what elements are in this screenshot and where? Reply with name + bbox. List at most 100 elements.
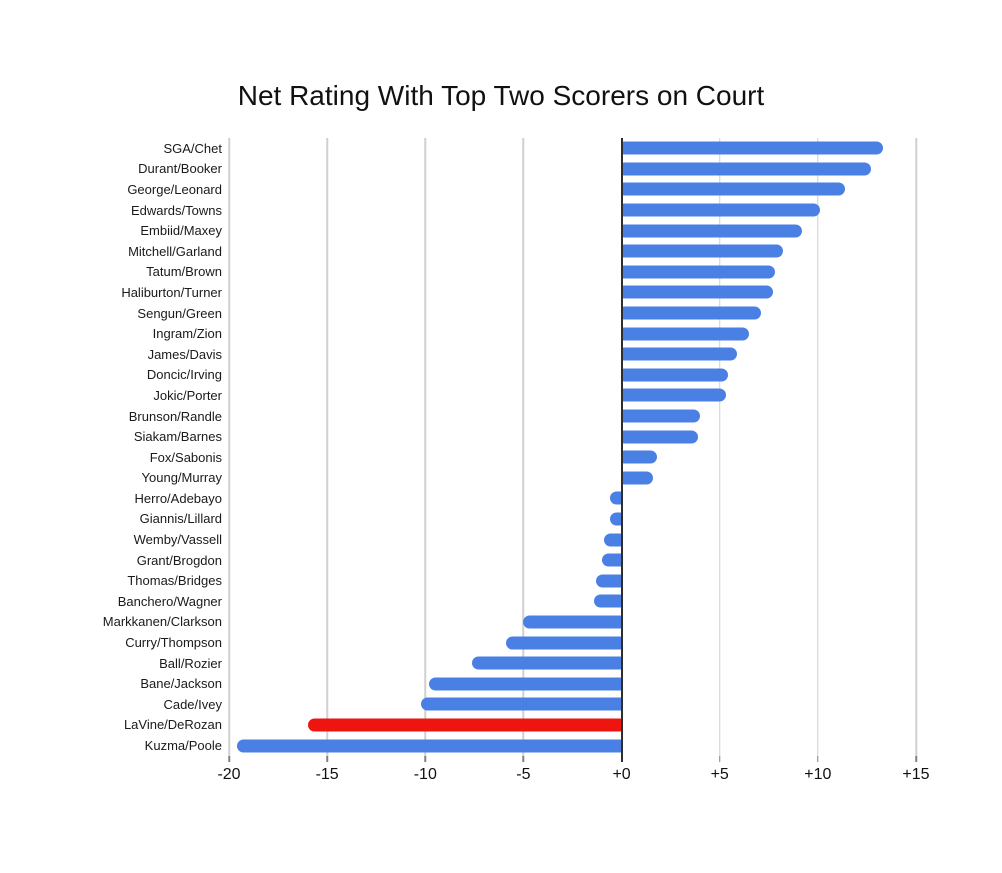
bar	[621, 285, 773, 299]
y-axis-label: Doncic/Irving	[146, 367, 222, 383]
bar	[621, 306, 761, 320]
bar	[472, 656, 622, 670]
y-axis-label: Herro/Adebayo	[134, 490, 222, 506]
y-axis-label: Tatum/Brown	[146, 264, 222, 280]
bar	[609, 512, 622, 526]
x-axis-tick	[228, 756, 230, 762]
bar-row	[229, 509, 916, 530]
gridline	[522, 138, 525, 756]
bar-row	[229, 323, 916, 344]
y-axis-label: James/Davis	[147, 346, 222, 362]
x-axis-tick-label: +10	[804, 766, 832, 783]
bar-row	[229, 138, 916, 159]
bar	[621, 265, 775, 279]
bar	[621, 430, 699, 444]
bar-row	[229, 570, 916, 591]
y-axis-label: Fox/Sabonis	[149, 449, 222, 465]
bar	[621, 162, 871, 176]
gridline	[915, 138, 917, 756]
bar	[621, 224, 803, 238]
bar-row	[229, 365, 916, 386]
x-axis-tick-label: -10	[413, 766, 437, 783]
bar-row	[229, 591, 916, 612]
y-axis-label: Markkanen/Clarkson	[102, 614, 222, 630]
bar	[594, 594, 622, 608]
bar	[621, 182, 846, 196]
y-axis-label: LaVine/DeRozan	[123, 717, 222, 733]
bar-highlighted	[307, 718, 622, 732]
bars-container	[229, 138, 916, 756]
bar	[621, 368, 728, 382]
y-axis-label: Ball/Rozier	[159, 655, 222, 671]
gridline	[424, 138, 427, 756]
x-axis-tick	[817, 756, 819, 762]
x-axis-tick-label: +0	[612, 766, 631, 783]
gridline	[326, 138, 328, 756]
x-axis-tick-label: -20	[217, 766, 241, 783]
y-axis-label: Bane/Jackson	[140, 676, 222, 692]
y-axis-labels: SGA/Chet Durant/Booker George/Leonard Edwar…	[0, 138, 222, 756]
bar-row	[229, 179, 916, 200]
bar-row	[229, 406, 916, 427]
y-axis-label: Sengun/Green	[137, 305, 222, 321]
gridline	[228, 138, 230, 756]
bar-row	[229, 653, 916, 674]
bar-row	[229, 200, 916, 221]
bar-row	[229, 488, 916, 509]
bar-row	[229, 303, 916, 324]
x-axis-tick	[522, 756, 525, 762]
x-axis: -20 -15 -10 -5 +0 +5 +10 +15	[217, 756, 930, 798]
bar	[621, 347, 738, 361]
y-axis-label: Giannis/Lillard	[139, 511, 222, 527]
y-axis-label: Kuzma/Poole	[144, 738, 222, 754]
bar	[621, 450, 657, 464]
y-axis-label: Thomas/Bridges	[127, 573, 222, 589]
bar-row	[229, 344, 916, 365]
x-axis-tick-label: +5	[710, 766, 729, 783]
y-axis-label: Cade/Ivey	[163, 696, 222, 712]
y-axis-label: Durant/Booker	[138, 161, 222, 177]
bar	[621, 244, 783, 258]
bar	[505, 636, 622, 650]
bar	[429, 677, 622, 691]
plot-area	[228, 138, 917, 756]
bar	[421, 697, 622, 711]
bar	[621, 203, 820, 217]
bar	[621, 409, 701, 423]
gridline	[817, 138, 819, 756]
bar-row	[229, 385, 916, 406]
y-axis-label: SGA/Chet	[163, 140, 222, 156]
x-axis-tick	[915, 756, 917, 762]
bar-row	[229, 735, 916, 756]
y-axis-label: Brunson/Randle	[128, 408, 222, 424]
y-axis-label: Jokic/Porter	[153, 387, 222, 403]
bar-row	[229, 262, 916, 283]
bar	[609, 491, 622, 505]
x-axis-tick-label: -15	[315, 766, 339, 783]
bar-row	[229, 159, 916, 180]
bar	[236, 739, 622, 753]
bar	[603, 533, 622, 547]
bar	[523, 615, 622, 629]
x-axis-tick-label: +15	[902, 766, 930, 783]
gridline	[718, 138, 721, 756]
bar	[621, 327, 750, 341]
y-axis-label: Edwards/Towns	[130, 202, 222, 218]
bar	[621, 471, 653, 485]
bar-row	[229, 529, 916, 550]
y-axis-label: Curry/Thompson	[125, 635, 222, 651]
y-axis-label: Siakam/Barnes	[133, 429, 222, 445]
y-axis-label: Wemby/Vassell	[133, 532, 222, 548]
bar-row	[229, 550, 916, 571]
bar	[621, 141, 883, 155]
x-axis-tick	[718, 756, 721, 762]
bar-row	[229, 715, 916, 736]
y-axis-label: George/Leonard	[127, 181, 222, 197]
x-axis-tick	[620, 756, 623, 762]
y-axis-label: Haliburton/Turner	[121, 284, 222, 300]
y-axis-label: Mitchell/Garland	[128, 243, 222, 259]
bar	[621, 388, 726, 402]
bar-row	[229, 632, 916, 653]
y-axis-label: Grant/Brogdon	[136, 552, 222, 568]
